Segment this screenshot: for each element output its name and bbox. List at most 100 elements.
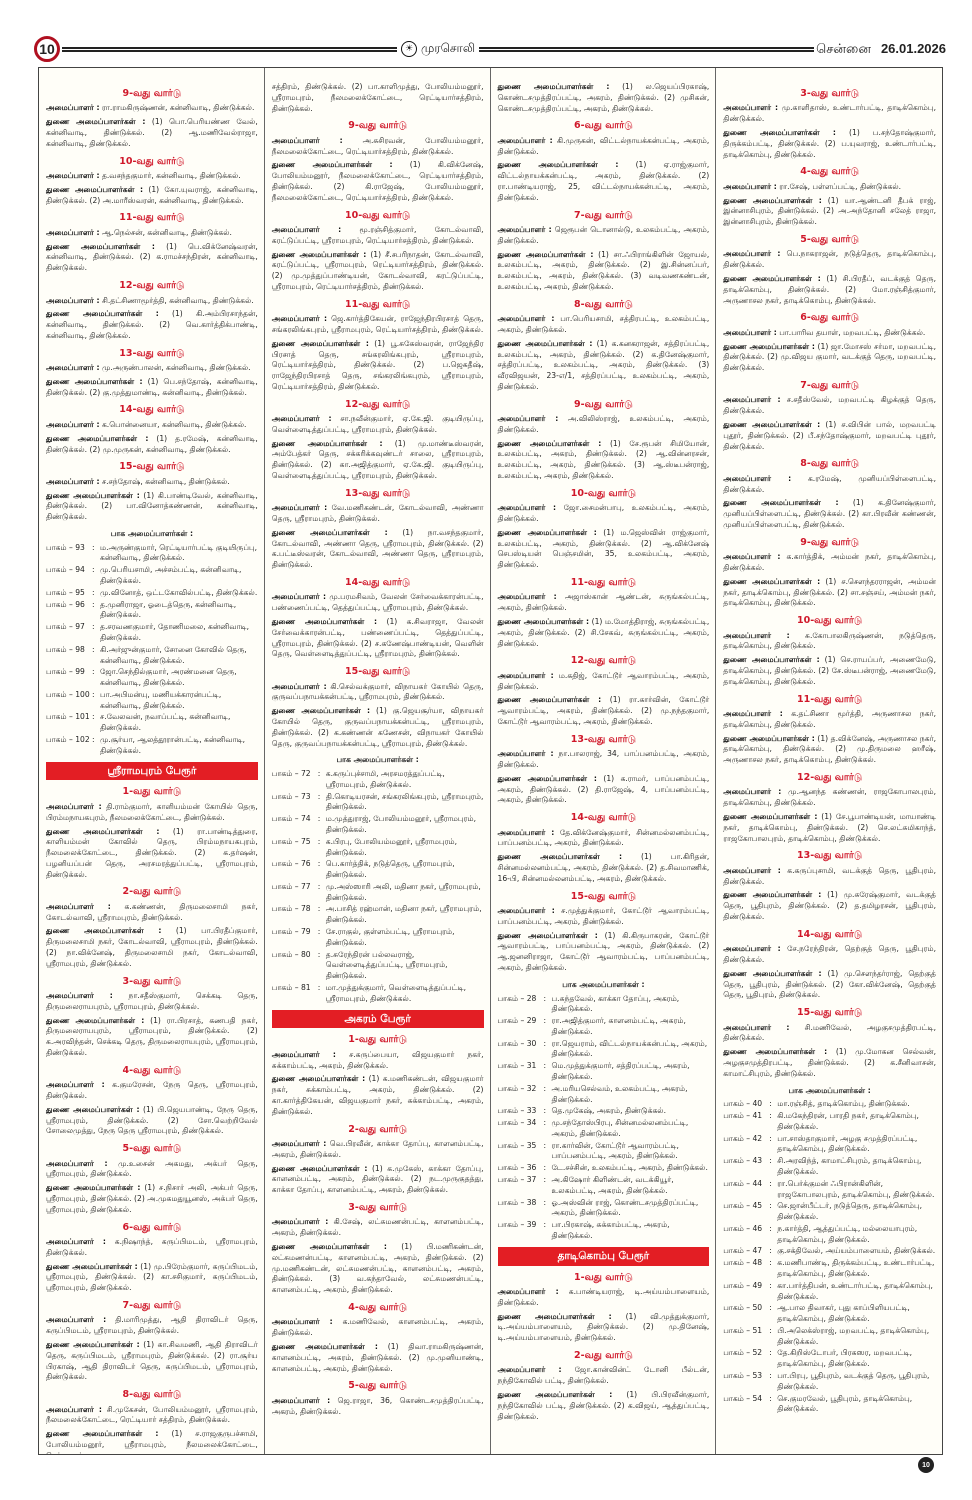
deputy-organizers-line: துணை அமைப்பாளர்கள் : (1) க.கனகராஜன், சத்…	[498, 339, 710, 393]
part-organizer-name: பெ.கார்த்திக், நடுத்தெரு, ஸ்ரீராமபுரம், …	[325, 859, 455, 880]
ward-section: 13-வது வார்டு அமைப்பாளர் : வே.மணிகண்டன், …	[272, 487, 484, 571]
deputy-names: (1) பூ.சுகேஸ்வரன், ராஜேந்திர பிரசாத் தெர…	[271, 338, 484, 391]
ward-heading: 15-வது வார்டு	[344, 666, 411, 678]
deputy-organizers-line: துணை அமைப்பாளர்கள் : (1) ஜா.மோசஸ் சர்மா,…	[723, 342, 936, 374]
part-number: பாகம் – 50	[723, 1303, 763, 1313]
deputy-names: (1) க.சிவராஜா, வேலன் சேர்வைக்காரன்பட்டி,…	[271, 617, 484, 659]
deputy-organizers-line: துணை அமைப்பாளர்கள் : (1) க.மணிகண்டன், வி…	[272, 1074, 484, 1117]
deputy-names: (1) கு.ஜெயசூர்யா, விநாயகர் கோயில் தெரு, …	[271, 706, 484, 748]
organizer-line: அமைப்பாளர் : மூ.ரஞ்சித்குமார், கோடல்வாவி…	[272, 225, 484, 247]
separator: :	[543, 1140, 547, 1150]
organizer-name: ம.கதிஜ், கோட்டூர் ஆவாரம்பட்டி, அகரம், தி…	[497, 670, 710, 691]
part-organizer-name: டே.சச்சின், உலகம்பட்டி, அகரம், திண்டுக்க…	[551, 1163, 708, 1173]
organizer-name: ரா.சேஷ், பள்ளப்பட்டி, திண்டுக்கல்.	[779, 181, 902, 191]
deputy-organizers-line: துணை அமைப்பாளர்கள் : (1) மு.சுரேஷ்குமார்…	[723, 890, 936, 922]
deputy-organizers-line: துணை அமைப்பாளர்கள் : (1) கு.ஜெயசூர்யா, வ…	[272, 706, 484, 749]
deputy-organizers-line: துணை அமைப்பாளர்கள் : (1) பொ.பெரியண்ண வேல…	[46, 117, 258, 149]
part-number: பாகம் – 45	[723, 1201, 763, 1211]
ward-heading: 2-வது வார்டு	[122, 886, 182, 898]
part-number: பாகம் – 94	[46, 565, 85, 575]
ward-section: 5-வது வார்டு அமைப்பாளர் : பெ.நாகராஜன், நட…	[723, 233, 936, 306]
part-organizer-row: பாகம் – 93: ம.அருண்குமார், ரெட்டியார்பட்ட…	[46, 543, 258, 565]
deputy-label: துணை அமைப்பாளர்கள் :	[46, 241, 155, 251]
deputy-label: துணை அமைப்பாளர்கள் :	[723, 498, 839, 508]
part-number: பாகம் – 33	[497, 1106, 537, 1116]
deputy-names: (1) த.ரமேஷ், கன்னிவாடி, திண்டுக்கல். (2)…	[46, 433, 258, 454]
organizer-line: அமைப்பாளர் : தி.மாரிமுத்து, ஆதி திராவிடர…	[46, 1315, 258, 1337]
separator: :	[769, 1178, 772, 1188]
separator: :	[317, 904, 321, 914]
organizer-label: அமைப்பாளர் :	[723, 473, 792, 483]
separator: :	[92, 734, 95, 744]
part-number: பாகம் – 34	[497, 1118, 537, 1128]
deputy-names: (1) த.விக்னேஷ், அருணாசல நகர், தாடிக்கொம்…	[723, 733, 936, 765]
part-organizer-row: பாகம் – 74: ம.முத்துராஜ், போலியம்மனூர், ஸ…	[272, 814, 484, 836]
deputy-label: துணை அமைப்பாளர்கள் :	[271, 617, 378, 627]
part-organizer-row: பாகம் – 79: சே.ராகுல், குள்ளம்பட்டி, ஸ்ரீ…	[272, 927, 484, 949]
deputy-label: துணை அமைப்பாளர்கள் :	[723, 812, 818, 821]
ward-section: 13-வது வார்டு அமைப்பாளர் : மு.அருண்பாலன்,…	[46, 347, 258, 399]
page-body: 9-வது வார்டு அமைப்பாளர் : ரா.ராமகிருஷ்ணன்…	[38, 67, 943, 1455]
part-number: பாகம் – 31	[497, 1061, 537, 1071]
ward-section: 9-வது வார்டு அமைப்பாளர் : அ.சுசிரவன், போல…	[272, 119, 484, 203]
deputy-organizers-line: துணை அமைப்பாளர்கள் : (1) கி.கிருபாகரன், …	[498, 931, 710, 974]
town-banner: தாடிகொம்பு பேரூர்	[497, 1246, 710, 1266]
ward-section: துணை அமைப்பாளர்கள் : (1) ல.ஜெயப்பிரகாஷ்,…	[498, 82, 710, 114]
ward-section: 7-வது வார்டு அமைப்பாளர் : ச.சதீஸ்வேல், மற…	[723, 379, 936, 452]
organizer-name: அ.விலிஸ்ராஜ், உலகம்பட்டி, அகரம், திண்டுக…	[497, 414, 710, 434]
organizer-name: நா.பாலராஜ், 34, பாப்பனம்பட்டி, அகரம், தி…	[497, 749, 710, 770]
separator: :	[92, 667, 95, 677]
ward-section: 12-வது வார்டு அமைப்பாளர் : ம.கதிஜ், கோட்ட…	[498, 654, 710, 727]
part-organizer-name: ம.அருண்குமார், ரெட்டியார்பட்டி குடியிருப…	[100, 542, 258, 563]
part-organizer-row: பாகம் – 98: கி.அர்ஜுன்குமார், சோனை கோவில்…	[46, 645, 258, 667]
page-number-badge: 10	[34, 36, 60, 62]
deputy-names: (1) கோ.யுவராஜ், கன்னிவாடி, திண்டுக்கல். …	[46, 184, 258, 205]
organizer-label: அமைப்பாளர் :	[46, 419, 100, 429]
deputy-organizers-line: துணை அமைப்பாளர்கள் : (1) ஏ.ராஜ்குமார், வ…	[498, 160, 710, 203]
ward-section: 15-வது வார்டு அமைப்பாளர் : ச.சந்தோஷ், கன்…	[46, 460, 258, 523]
part-organizer-name: ரா.பெர்க்குமன் ஃபிரான்கிளின், ராஜகோபாலபு…	[777, 1178, 935, 1199]
part-organizer-row: பாகம் – 100: பா.அபிமன்யு, மணியக்காரன்பட்ட…	[46, 690, 258, 712]
ward-heading: 9-வது வார்டு	[800, 536, 859, 548]
organizer-line: அமைப்பாளர் : க.நிஷாந்த், கருப்பிமடம், ஸ்…	[46, 1237, 258, 1259]
deputy-label: துணை அமைப்பாளர்கள் :	[723, 733, 815, 743]
ward-heading: 11-வது வார்டு	[796, 693, 863, 705]
organizer-line: அமைப்பாளர் : அஜாஸ்கான் ஆண்டன், சுருங்கல்…	[498, 592, 710, 614]
organizer-name: ஜெரூபன் டொனால்டு, உலகம்பட்டி, அகரம், திண…	[497, 225, 710, 245]
separator: :	[543, 1016, 547, 1026]
organizer-name: கி.முருகன், விட்டல்நாயக்கன்பட்டி, அகரம்,…	[497, 135, 710, 156]
part-number: பாகம் – 74	[271, 814, 311, 824]
deputy-organizers-line: துணை அமைப்பாளர்கள் : (1) த.ரமேஷ், கன்னிவ…	[46, 434, 258, 456]
ward-heading: 1-வது வார்டு	[122, 786, 182, 798]
deputy-organizers-line: துணை அமைப்பாளர்கள் : (1) பூ.சுகேஸ்வரன், …	[272, 339, 484, 393]
organizer-label: அமைப்பாளர் :	[723, 630, 790, 640]
ward-section: 8-வது வார்டு அமைப்பாளர் : சி.முகேசன், போல…	[46, 1388, 258, 1454]
deputy-organizers-line: துணை அமைப்பாளர்கள் : (1) மு.மாண்டீஸ்வரன்…	[272, 439, 484, 482]
organizer-name: ஜோ.கான்வின்ட் டோனி பீல்டன், நந்திகோவில் …	[497, 1365, 710, 1386]
deputy-label: துணை அமைப்பாளர்கள் :	[46, 117, 146, 127]
organizer-line: அமைப்பாளர் : சா.நவீன்குமார், ஏ.கே.ஜி. கு…	[272, 414, 484, 436]
ward-section: 8-வது வார்டு அமைப்பாளர் : க.ரமேஷ், முனியப…	[723, 457, 936, 530]
organizer-name: தே.விக்னேஷ்குமார், சின்னமல்லனம்பட்டி, பா…	[497, 827, 710, 848]
ward-heading: 7-வது வார்டு	[800, 380, 859, 391]
organizer-line: அமைப்பாளர் : ஆ.நெல்சன், கன்னிவாடி, திண்ட…	[46, 228, 258, 239]
part-organizer-row: பாகம் – 49: கா.பார்த்திபன், உண்டார்பட்டி,…	[723, 1281, 936, 1303]
organizer-line: அமைப்பாளர் : ஜெரூபன் டொனால்டு, உலகம்பட்ட…	[498, 225, 710, 247]
organizer-label: அமைப்பாளர் :	[46, 901, 111, 911]
part-organizer-name: ரா.அஜித்குமார், காளனம்பட்டி, அகரம், திண்…	[551, 1016, 686, 1036]
ward-heading: 2-வது வார்டு	[574, 1349, 633, 1361]
ward-section: 7-வது வார்டு அமைப்பாளர் : தி.மாரிமுத்து, …	[46, 1299, 258, 1383]
part-organizer-name: செ.குமரவேல், பூதிபுரம், தாடிக்கொம்பு, தி…	[777, 1393, 913, 1414]
part-organizer-name: மா.ரஞ்சித், தாடிக்கொம்பு, திண்டுக்கல்.	[777, 1099, 910, 1109]
organizer-name: ச.கருப்பையா, விஜயகுமார் நகர், சுக்காம்பட…	[271, 1049, 484, 1070]
page-header: 10 ☀ முரசொலி சென்னை 26.01.2026	[34, 36, 946, 62]
deputy-names: (1) கா.சிவமணி, ஆதி திராவிடர் தெரு, கருப்…	[46, 1339, 258, 1382]
organizer-name: சே.நரேந்திரன், தெற்குத் தெரு, பூதிபுரம்,…	[723, 944, 936, 964]
part-number: பாகம் – 39	[497, 1220, 537, 1230]
separator: :	[317, 769, 321, 779]
part-organizer-row: பாகம் – 51: பி.அலெக்ஸ்ராஜ், மறவபட்டி, தாட…	[723, 1326, 936, 1348]
ward-section: 3-வது வார்டு அமைப்பாளர் : நா.சதீஸ்குமார்,…	[46, 975, 258, 1059]
part-organizer-row: பாகம் – 101: ச.வேலவன், நவாப்பட்டி, கன்னிவ…	[46, 712, 258, 734]
deputy-label: துணை அமைப்பாளர்கள் :	[497, 1311, 612, 1321]
part-organizer-name: ரா.ஜெயராம், விட்டல்நாயக்கன்பட்டி, அகரம்,…	[551, 1038, 708, 1059]
